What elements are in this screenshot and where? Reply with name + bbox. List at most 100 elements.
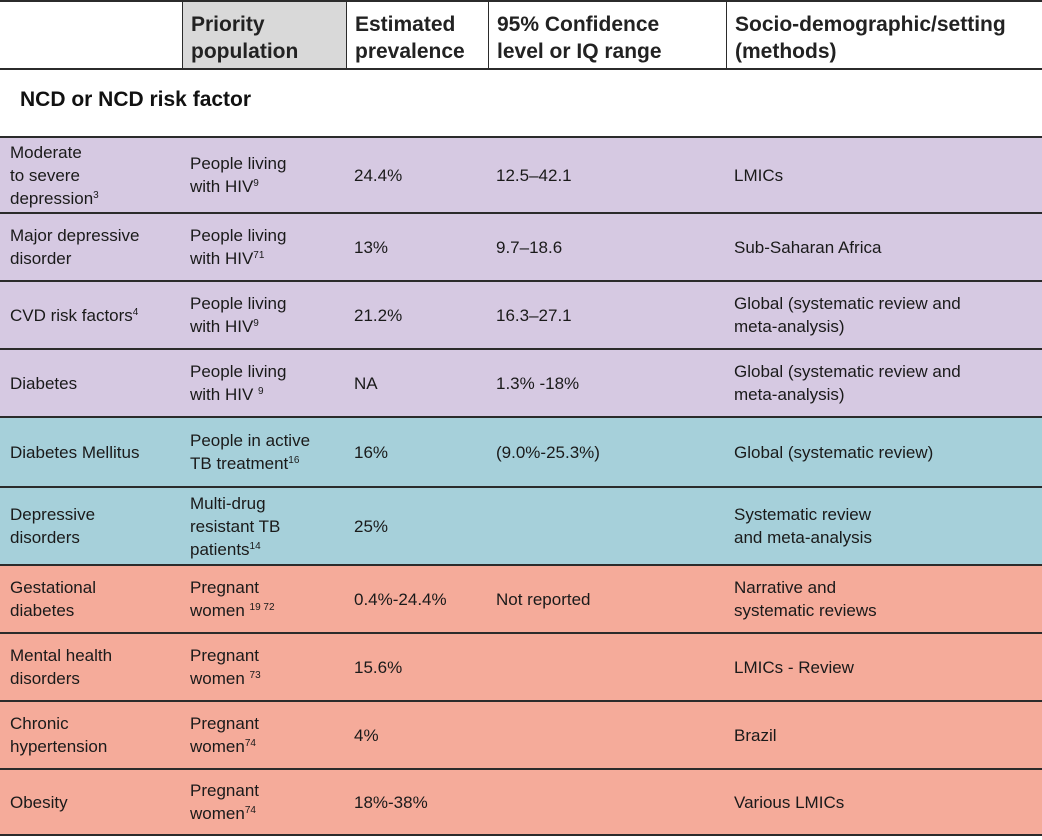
cell-prevalence: 16% — [346, 418, 486, 486]
cell-text-line: meta-analysis) — [734, 385, 845, 404]
header-text-line: 95% Confidence — [497, 13, 660, 36]
cell-text-line: 13% — [354, 237, 389, 257]
cell-text-line: NA — [354, 373, 378, 393]
cell-confidence-range — [488, 488, 724, 564]
cell-text-line: Systematic review — [734, 505, 871, 524]
cell-prevalence: 25% — [346, 488, 486, 564]
cell-priority-population: People in active TB treatment16 — [182, 418, 344, 486]
cell-text-line: Moderate — [10, 142, 82, 162]
cell-confidence-range: 1.3% -18% — [488, 350, 724, 416]
cell-text-line: disorders — [10, 669, 80, 688]
cell-text-line: disorder — [10, 249, 72, 268]
cell-text-line: women 19 72 — [190, 601, 275, 620]
cell-text-line: depression3 — [10, 188, 99, 208]
header-col-confidence: 95% Confidence level or IQ range — [488, 2, 726, 68]
table-row: Major depressive disorder People living wit… — [0, 212, 1042, 280]
cell-text-line: to severe — [10, 165, 80, 185]
cell-text-line: Global (systematic review and — [734, 294, 961, 313]
cell-setting: Global (systematic review and meta-analys… — [726, 350, 1042, 416]
cell-text-line: Chronic — [10, 714, 69, 733]
cell-prevalence: 15.6% — [346, 634, 486, 700]
header-text-line: level or IQ range — [497, 40, 662, 63]
cell-text-line: Global (systematic review) — [734, 442, 934, 462]
reference-superscript: 9 — [253, 178, 259, 189]
cell-text-line: resistant TB — [190, 516, 281, 536]
cell-text-line: People living — [190, 294, 287, 313]
cell-text-line: patients14 — [190, 539, 261, 559]
cell-text-line: Diabetes Mellitus — [10, 442, 140, 462]
reference-superscript: 3 — [93, 189, 99, 201]
cell-text-line: women 73 — [190, 669, 261, 688]
cell-setting: Various LMICs — [726, 770, 1042, 834]
cell-text-line: 16% — [354, 442, 389, 462]
cell-text-line: 16.3–27.1 — [496, 305, 572, 325]
header-col-priority-population: Priority population — [182, 2, 346, 68]
cell-text-line: Pregnant — [190, 781, 259, 800]
cell-prevalence: 4% — [346, 702, 486, 768]
cell-ncd: Mental health disorders — [0, 634, 180, 700]
cell-text-line: Major depressive — [10, 226, 140, 245]
cell-text-line: with HIV 9 — [190, 385, 264, 404]
cell-text-line: People in active — [190, 431, 311, 450]
cell-ncd: Depressive disorders — [0, 488, 180, 564]
table-row: Depressive disorders Multi-drug resistant T… — [0, 486, 1042, 564]
cell-text-line: 15.6% — [354, 657, 403, 677]
cell-text-line: CVD risk factors4 — [10, 305, 139, 325]
cell-text-line: LMICs — [734, 165, 784, 185]
cell-ncd: Gestational diabetes — [0, 566, 180, 632]
cell-confidence-range: 16.3–27.1 — [488, 282, 724, 348]
cell-ncd: CVD risk factors4 — [0, 282, 180, 348]
cell-text-line: and meta-analysis — [734, 528, 872, 547]
cell-text-line: Depressive — [10, 505, 96, 524]
cell-prevalence: 18%-38% — [346, 770, 486, 834]
cell-text-line: Pregnant — [190, 714, 259, 733]
cell-text-line: diabetes — [10, 601, 75, 620]
cell-priority-population: Multi-drug resistant TB patients14 — [182, 488, 344, 564]
cell-prevalence: 24.4% — [346, 138, 486, 212]
cell-text-line: Sub-Saharan Africa — [734, 237, 882, 257]
header-text-line: population — [191, 40, 299, 63]
cell-text-line: Mental health — [10, 646, 113, 665]
cell-text-line: TB treatment16 — [190, 454, 300, 473]
cell-text-line: 4% — [354, 725, 379, 745]
cell-text-line: hypertension — [10, 737, 108, 756]
cell-setting: Global (systematic review) — [726, 418, 1042, 486]
table-body: Moderate to severe depression3 People livin… — [0, 136, 1042, 836]
table-row: Moderate to severe depression3 People livin… — [0, 136, 1042, 212]
cell-text-line: with HIV71 — [190, 249, 265, 268]
header-text-line: Socio-demographic/setting — [735, 13, 1006, 36]
cell-ncd: Diabetes Mellitus — [0, 418, 180, 486]
cell-text-line: Global (systematic review and — [734, 362, 961, 381]
cell-prevalence: 21.2% — [346, 282, 486, 348]
cell-text-line: 21.2% — [354, 305, 403, 325]
reference-superscript: 9 — [258, 386, 264, 397]
cell-text-line: People living — [190, 154, 287, 173]
cell-setting: Systematic review and meta-analysis — [726, 488, 1042, 564]
cell-text-line: 12.5–42.1 — [496, 165, 572, 185]
cell-priority-population: Pregnant women 73 — [182, 634, 344, 700]
reference-superscript: 74 — [244, 738, 256, 749]
cell-text-line: women74 — [190, 737, 256, 756]
table-row: Diabetes Mellitus People in active TB trea… — [0, 416, 1042, 486]
cell-text-line: 18%-38% — [354, 792, 428, 812]
header-text-line: prevalence — [355, 40, 465, 63]
cell-confidence-range — [488, 770, 724, 834]
cell-priority-population: Pregnant women74 — [182, 702, 344, 768]
reference-superscript: 74 — [244, 805, 256, 816]
cell-text-line: (9.0%-25.3%) — [496, 442, 600, 462]
cell-text-line: People living — [190, 362, 287, 381]
cell-ncd: Obesity — [0, 770, 180, 834]
cell-prevalence: NA — [346, 350, 486, 416]
header-text-line: Estimated — [355, 13, 456, 36]
cell-ncd: Diabetes — [0, 350, 180, 416]
cell-confidence-range — [488, 702, 724, 768]
cell-confidence-range: 9.7–18.6 — [488, 214, 724, 280]
cell-priority-population: People living with HIV 9 — [182, 350, 344, 416]
cell-setting: Brazil — [726, 702, 1042, 768]
cell-ncd: Chronic hypertension — [0, 702, 180, 768]
cell-setting: Global (systematic review and meta-analys… — [726, 282, 1042, 348]
reference-superscript: 14 — [249, 540, 261, 552]
cell-text-line: systematic reviews — [734, 601, 877, 620]
reference-superscript: 19 72 — [249, 602, 275, 613]
cell-confidence-range: 12.5–42.1 — [488, 138, 724, 212]
